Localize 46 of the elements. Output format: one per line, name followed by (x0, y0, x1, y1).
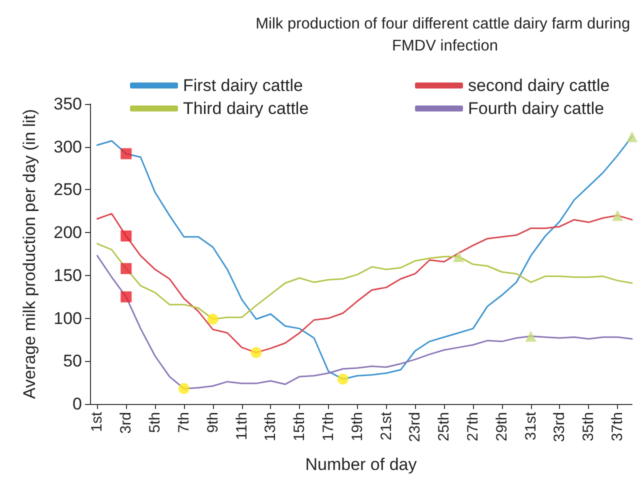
point (250, 347, 262, 358)
y-tick-label: 150 (54, 266, 82, 285)
x-axis-title: Number of day (305, 455, 418, 474)
x-tick-label: 35th (580, 412, 598, 442)
point (178, 383, 190, 394)
y-axis-title: Average milk production per day (in lit) (20, 109, 39, 399)
point (525, 330, 536, 342)
legend-label: Third dairy cattle (183, 99, 309, 118)
x-tick-label: 5th (146, 412, 164, 433)
x-tick-label: 13th (262, 412, 280, 442)
x-tick-label: 31st (522, 411, 540, 440)
x-tick-label: 25th (436, 412, 453, 442)
x-tick-label: 19th (348, 412, 366, 442)
y-tick-label: 300 (54, 137, 82, 156)
x-tick-label: 37th (609, 412, 626, 442)
point (120, 291, 132, 302)
point (120, 148, 132, 160)
x-tick-label: 29th (493, 412, 510, 442)
y-tick-label: 350 (54, 94, 82, 114)
point (207, 314, 218, 325)
x-tick-label: 17th (320, 412, 337, 442)
x-tick-label: 23rd (406, 412, 424, 442)
x-tick-label: 15th (291, 412, 308, 442)
point (120, 230, 132, 242)
legend-label: second dairy cattle (468, 76, 610, 95)
x-tick-label: 27th (464, 412, 482, 442)
point (337, 374, 348, 385)
x-tick-label: 33rd (551, 412, 568, 442)
x-tick-label: 21st (378, 411, 395, 440)
y-tick-label: 200 (54, 223, 82, 242)
legend-label: Fourth dairy cattle (468, 99, 604, 118)
y-tick-label: 250 (54, 180, 82, 200)
chart-title: Milk production of four different cattle dairy farm during FMDV infection (256, 16, 634, 54)
y-tick-label: 0 (72, 394, 82, 414)
x-tick-label: 9th (204, 412, 222, 433)
x-tick-label: 11th (233, 412, 250, 440)
point (612, 210, 624, 221)
point (626, 131, 638, 142)
x-tick-label: 1st (88, 411, 106, 432)
y-tick-label: 100 (54, 308, 82, 328)
point (120, 263, 132, 274)
y-tick-label: 50 (63, 352, 82, 371)
legend-label: First dairy cattle (183, 76, 303, 95)
x-tick-label: 7th (175, 412, 192, 433)
point (453, 251, 464, 262)
x-tick-label: 3rd (118, 412, 135, 434)
